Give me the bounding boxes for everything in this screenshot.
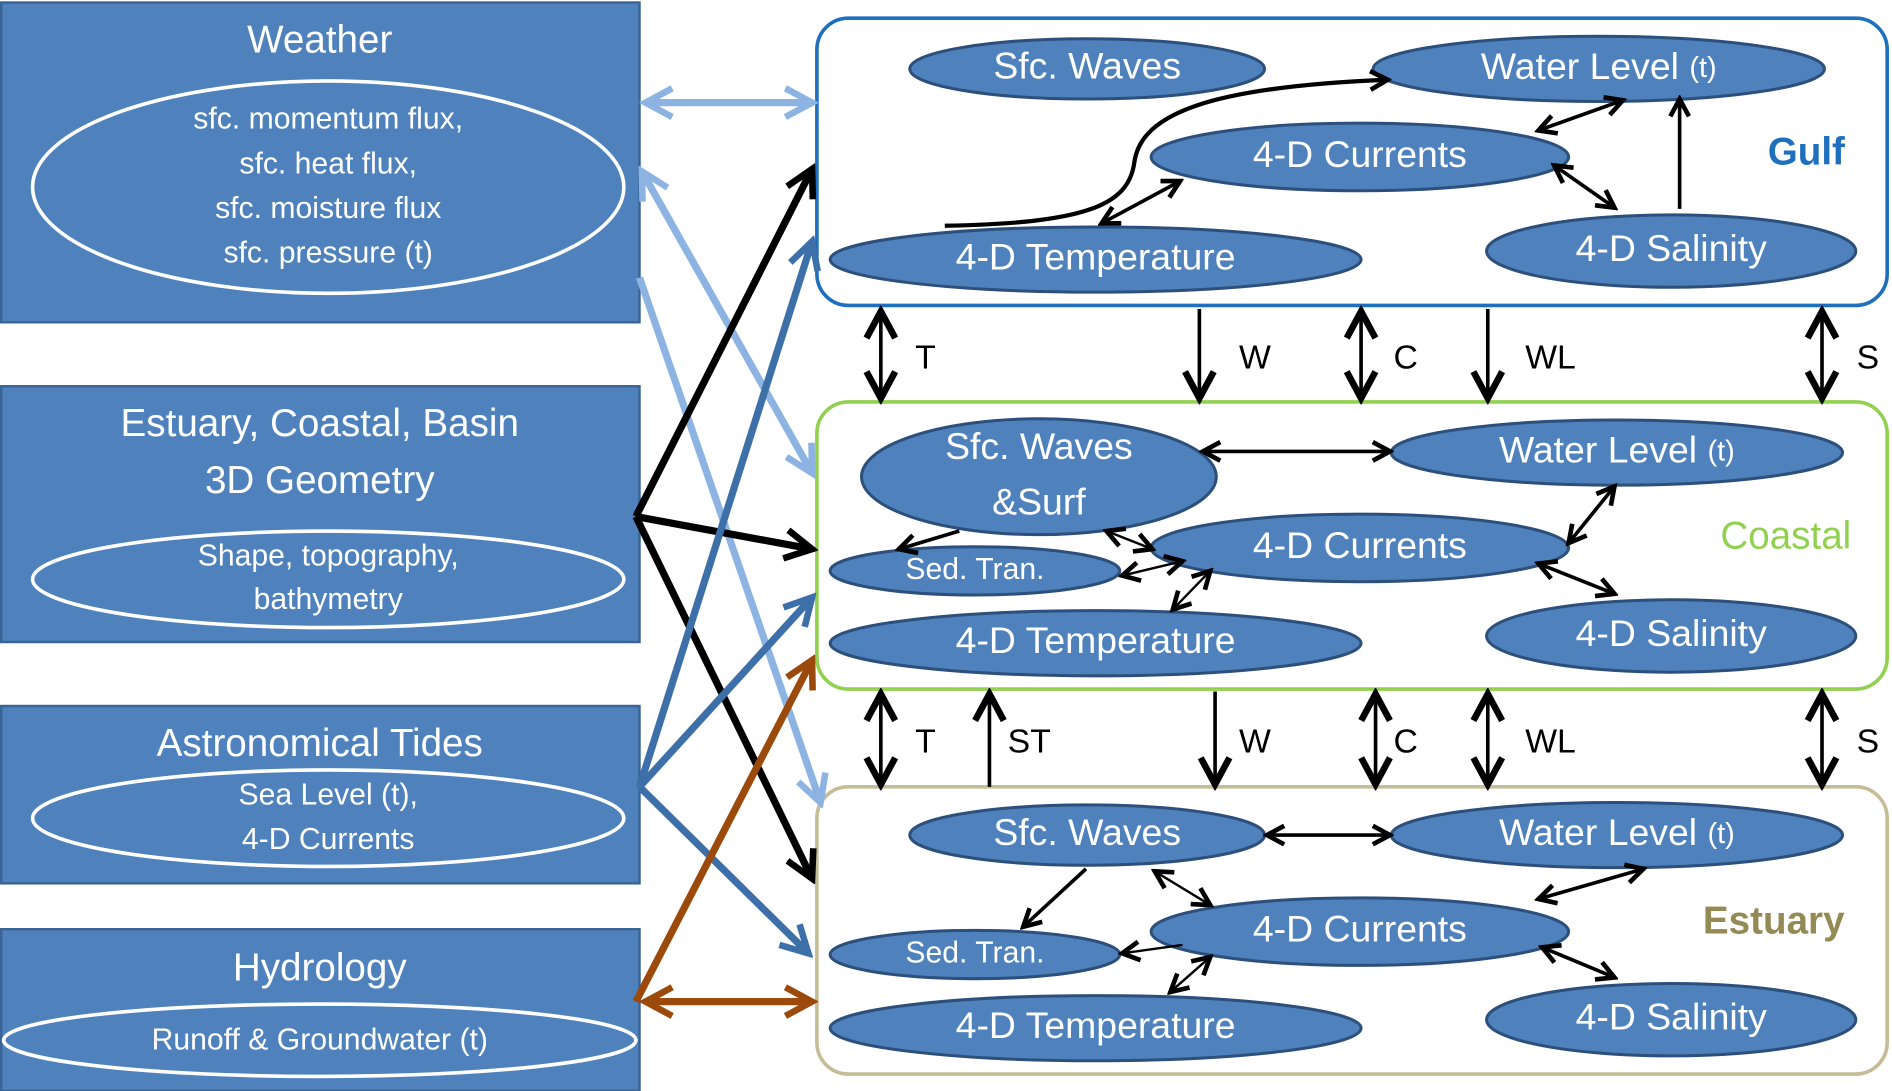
arrow xyxy=(1170,957,1210,992)
arrow xyxy=(632,169,812,519)
arrow xyxy=(1542,947,1614,977)
arrow xyxy=(635,512,812,550)
arrow xyxy=(636,241,813,788)
link-label: C xyxy=(1394,339,1418,377)
node xyxy=(828,609,1363,678)
arrow xyxy=(1023,867,1088,927)
domain-label: Estuary xyxy=(1703,899,1845,942)
link-label: S xyxy=(1857,722,1880,760)
node-label: 4-D Temperature xyxy=(956,619,1236,661)
domain-label: Coastal xyxy=(1720,514,1851,557)
source-detail: 4-D Currents xyxy=(242,823,415,856)
arrow xyxy=(1122,561,1182,575)
source-detail: Sea Level (t), xyxy=(239,778,418,811)
node xyxy=(1485,981,1858,1058)
node xyxy=(1149,896,1571,967)
node-label: 4-D Temperature xyxy=(956,1004,1236,1046)
node xyxy=(828,225,1363,294)
node xyxy=(828,994,1363,1063)
node-label: Water Level (t) xyxy=(1481,45,1717,87)
link-label: C xyxy=(1394,722,1418,760)
link-label: T xyxy=(915,339,936,377)
arrow xyxy=(636,597,813,790)
node xyxy=(908,37,1267,101)
node-label: Sfc. Waves xyxy=(993,45,1181,87)
source-detail: sfc. momentum flux, xyxy=(193,103,463,136)
source-ellipse xyxy=(30,768,626,869)
source-title: Estuary, Coastal, Basin xyxy=(121,402,519,445)
source-box xyxy=(0,928,641,1091)
node-label: Sed. Tran. xyxy=(905,937,1044,970)
domain-label: Gulf xyxy=(1768,131,1845,174)
source-ellipse xyxy=(30,529,626,630)
source-box xyxy=(0,385,641,644)
source-detail: bathymetry xyxy=(254,583,404,616)
arrow xyxy=(642,171,812,473)
arrow xyxy=(944,80,1388,228)
node-qualifier: (t) xyxy=(1707,818,1734,850)
source-title: 3D Geometry xyxy=(205,459,435,502)
node-qualifier: (t) xyxy=(1707,435,1734,467)
arrow xyxy=(1155,871,1211,905)
source-detail: Runoff & Groundwater (t) xyxy=(152,1023,488,1056)
node xyxy=(1485,598,1858,674)
node-label: Water Level (t) xyxy=(1499,428,1735,470)
arrow xyxy=(1538,869,1643,899)
node-label: 4-D Currents xyxy=(1253,133,1467,175)
source-ellipse xyxy=(30,79,626,296)
arrow xyxy=(636,784,809,954)
link-label: WL xyxy=(1525,339,1576,377)
node-label: Sfc. Waves xyxy=(945,425,1133,467)
link-label: WL xyxy=(1525,722,1576,760)
arrow xyxy=(1554,165,1614,207)
arrow xyxy=(1538,564,1614,594)
link-label: T xyxy=(915,722,936,760)
node-label: 4-D Temperature xyxy=(956,235,1236,277)
node xyxy=(1149,121,1571,193)
node xyxy=(860,417,1218,537)
arrow xyxy=(1538,100,1622,130)
source-ellipse xyxy=(1,1002,638,1079)
source-title: Astronomical Tides xyxy=(157,722,483,765)
node-qualifier: (t) xyxy=(1689,52,1716,84)
arrow xyxy=(632,660,812,1004)
node-label: &Surf xyxy=(992,480,1086,522)
link-label: W xyxy=(1239,722,1271,760)
node-label: Sfc. Waves xyxy=(993,811,1181,853)
source-detail: sfc. pressure (t) xyxy=(223,237,432,270)
arrow xyxy=(1122,945,1183,953)
node-label: 4-D Salinity xyxy=(1576,612,1767,654)
arrow xyxy=(1569,486,1615,543)
source-detail: sfc. heat flux, xyxy=(239,147,417,180)
node-label: 4-D Currents xyxy=(1253,907,1467,949)
link-label: W xyxy=(1239,339,1271,377)
node-name: Water Level xyxy=(1499,428,1697,470)
arrow xyxy=(899,529,960,549)
node-label: Water Level (t) xyxy=(1499,811,1735,853)
source-detail: Shape, topography, xyxy=(198,540,459,573)
arrow xyxy=(1173,571,1210,610)
arrow xyxy=(1106,531,1152,549)
source-title: Hydrology xyxy=(233,946,408,989)
node-name: Water Level xyxy=(1499,811,1697,853)
source-box xyxy=(0,1,641,324)
link-label: S xyxy=(1857,339,1880,377)
node-label: 4-D Salinity xyxy=(1576,227,1767,269)
node-name: Water Level xyxy=(1481,45,1679,87)
source-detail: sfc. moisture flux xyxy=(215,192,441,225)
link-label: ST xyxy=(1008,722,1051,760)
node xyxy=(1485,213,1858,289)
node-label: 4-D Salinity xyxy=(1576,996,1767,1038)
arrow xyxy=(636,276,821,803)
node-label: 4-D Currents xyxy=(1253,524,1467,566)
arrow xyxy=(1102,181,1180,223)
node-label: Sed. Tran. xyxy=(905,553,1044,586)
source-title: Weather xyxy=(247,19,392,62)
